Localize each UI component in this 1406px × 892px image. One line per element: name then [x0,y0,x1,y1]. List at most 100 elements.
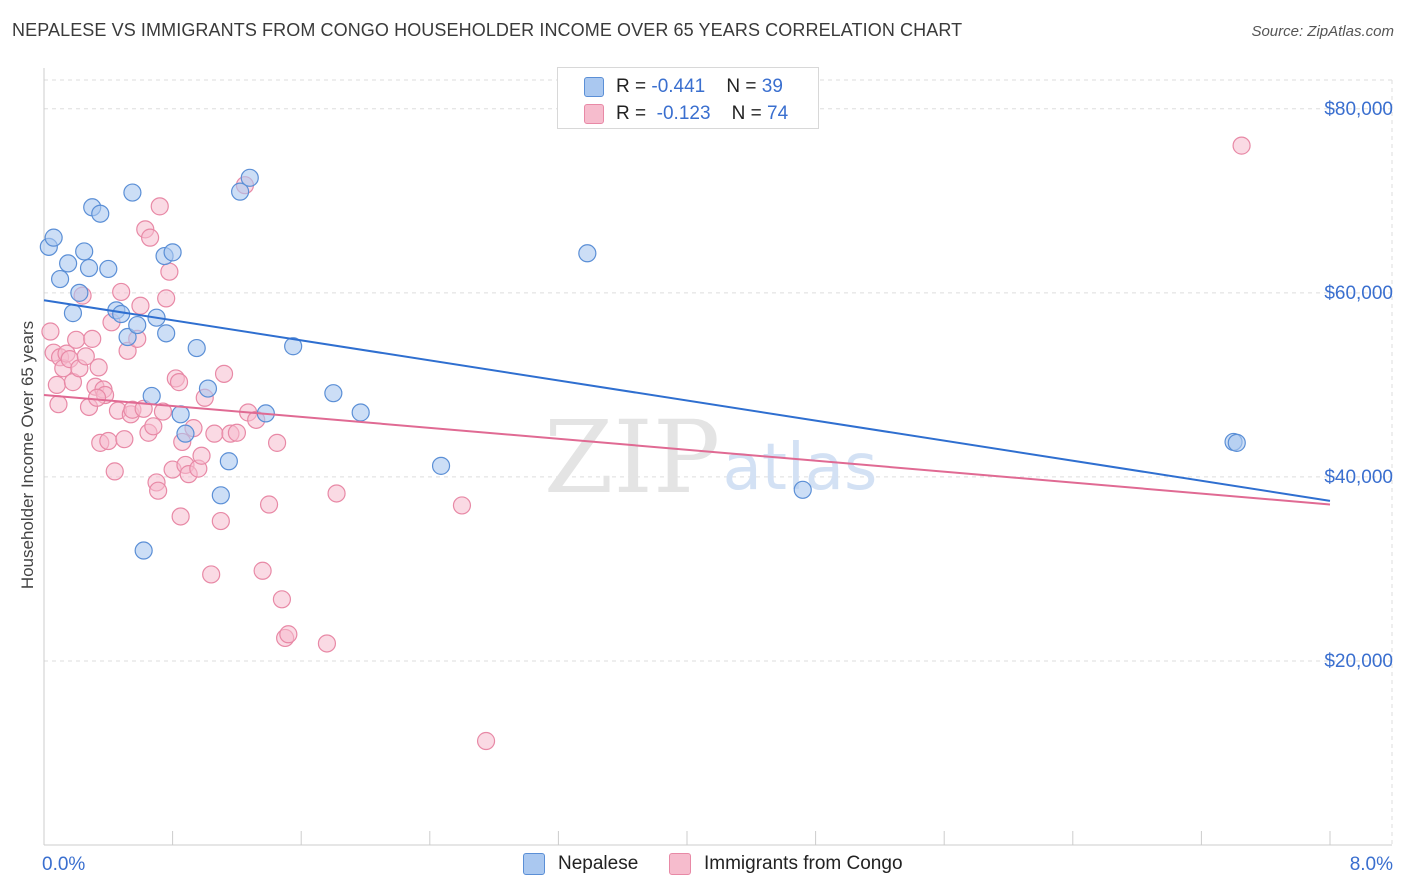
nepalese-point [284,337,303,356]
congo-point [205,424,224,443]
nepalese-point [50,269,70,289]
y-tick-labels: $20,000 $40,000 $60,000 $80,000 [1324,99,1393,672]
congo-point [149,481,168,500]
congo-point [153,402,173,421]
congo-point [67,330,86,349]
nepalese-trend-line [43,299,1331,502]
axes [43,68,1392,846]
congo-point [202,565,221,584]
congo-point [112,282,131,302]
congo-point [169,373,189,392]
congo-point [272,590,292,609]
congo-point [76,347,95,366]
congo-point [476,731,496,751]
congo-point [131,296,150,315]
congo-point [171,507,190,526]
x-tick-labels: 0.0% 8.0% [42,854,1393,875]
y-tick-label: $20,000 [1324,651,1393,672]
watermark-zip: ZIP [544,399,720,516]
congo-point [452,496,472,515]
nepalese-point [99,259,118,279]
nepalese-point [142,386,161,406]
congo-point [279,625,298,644]
congo-point [49,395,68,414]
legend-n-value-nepalese: 39 [761,76,783,97]
congo-point [150,197,169,216]
nepalese-point [176,424,195,443]
congo-point [144,417,163,436]
congo-point [317,634,337,653]
congo-point [267,433,287,452]
nepalese-point [219,452,238,471]
nepalese-point [171,405,190,424]
nepalese-point [163,243,182,262]
congo-point [253,561,272,580]
nepalese-point [431,456,451,475]
nepalese-point [123,183,142,202]
nepalese-point [63,304,83,323]
congo-point [99,431,118,451]
congo-point [160,262,179,281]
nepalese-point [128,315,147,335]
legend-n-label-congo: N = [731,103,768,124]
nepalese-point [1227,433,1246,452]
chart-title: NEPALESE VS IMMIGRANTS FROM CONGO HOUSEH… [12,20,963,40]
nepalese-point [793,480,812,499]
nepalese-point [118,327,137,347]
nepalese-point [231,182,250,201]
legend-swatch-congo [584,104,604,124]
congo-point [115,430,134,449]
legend-n-value-congo: 74 [767,103,789,124]
series-swatch-congo [669,853,691,875]
congo-point [214,364,234,383]
source-credit: Source: ZipAtlas.com [1251,23,1394,40]
nepalese-point [240,168,259,187]
nepalese-point [70,283,89,302]
legend-r-value-nepalese: -0.441 [651,76,706,97]
nepalese-point [59,254,78,273]
y-tick-label: $80,000 [1324,99,1393,120]
series-legend: Nepalese Immigrants from Congo [0,851,1406,881]
nepalese-point [91,204,110,223]
legend-n-label-nepalese: N = [726,76,762,97]
series-swatch-nepalese [523,853,545,875]
nepalese-point [324,384,343,403]
nepalese-point [578,244,597,263]
congo-point [89,358,108,377]
stats-legend: R = -0.441 N = 39 R = -0.123 N = 74 [557,67,819,129]
x-tick-label: 0.0% [42,854,85,875]
congo-point [83,329,102,348]
nepalese-point [198,379,218,398]
y-tick-label: $40,000 [1324,467,1393,488]
congo-point [227,423,246,442]
congo-point [192,446,211,465]
congo-point [41,322,60,341]
nepalese-point [134,541,153,560]
congo-point [211,511,230,531]
congo-point [1232,136,1251,155]
congo-point [105,462,124,481]
legend-r-label-nepalese: R = [616,76,652,97]
congo-trend-line [43,394,1331,506]
x-tick-label: 8.0% [1350,854,1393,875]
series-label-congo: Immigrants from Congo [704,853,903,874]
nepalese-point [351,403,370,422]
congo-point [259,495,279,514]
y-axis-label: Householder Income Over 65 years [18,320,37,590]
y-tick-label: $60,000 [1324,283,1393,304]
nepalese-point [79,258,99,278]
congo-point [140,228,160,247]
legend-r-label-congo: R = [616,103,652,124]
nepalese-point [44,228,63,247]
trend-lines [43,299,1331,506]
nepalese-points [39,168,1246,560]
nepalese-point [187,338,206,358]
legend-r-value-congo: -0.123 [656,103,711,124]
congo-point [157,289,176,308]
nepalese-point [157,324,176,343]
congo-point [327,484,346,503]
legend-swatch-nepalese [584,77,604,97]
congo-point [87,388,107,407]
nepalese-point [75,242,94,261]
